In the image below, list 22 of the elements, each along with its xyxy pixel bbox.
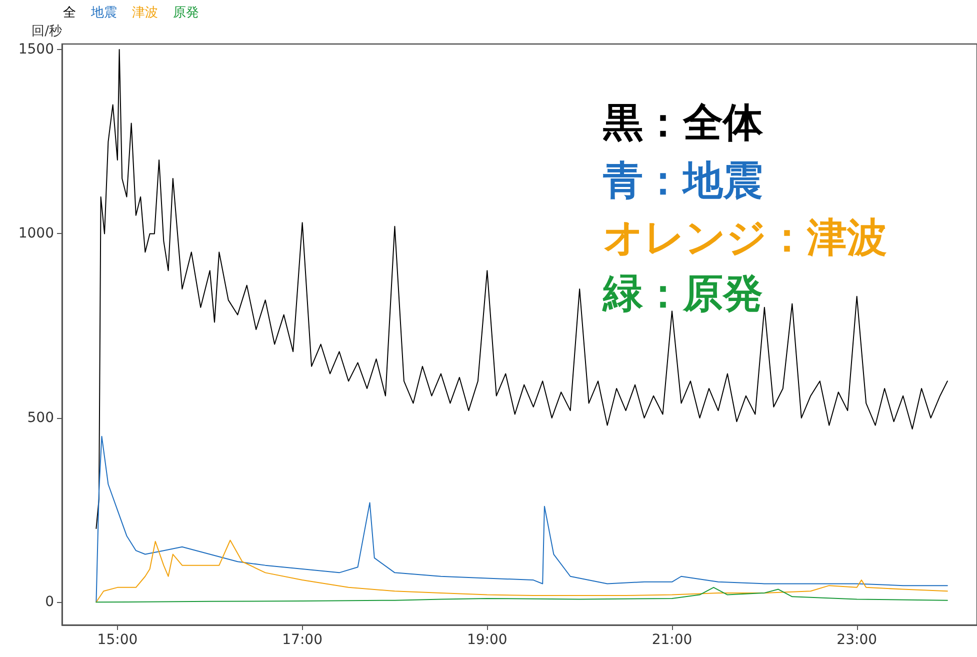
annotation: 緑：原発 [602,271,763,317]
annotation: 黒：全体 [602,100,764,146]
text: 全 [63,6,76,20]
text: 原発 [173,6,199,20]
x-tick-label: 15:00 [97,632,138,648]
line-series [96,49,948,529]
y-tick-label: 500 [27,410,54,426]
annotation: オレンジ：津波 [603,215,887,261]
annotation: 青：地震 [602,158,763,204]
line-series [96,586,948,603]
line-series [96,540,948,603]
line-series [96,436,948,603]
y-tick-label: 0 [45,594,54,610]
text: 津波 [132,6,158,20]
y-tick-label: 1500 [18,42,54,58]
x-tick-label: 21:00 [652,632,692,648]
x-tick-label: 17:00 [282,632,322,648]
x-tick-label: 19:00 [466,632,508,648]
x-tick-label: 23:00 [836,632,878,648]
y-axis-title: 回/秒 [32,24,62,39]
y-tick-label: 1000 [18,226,54,242]
text: 地震 [90,6,117,20]
